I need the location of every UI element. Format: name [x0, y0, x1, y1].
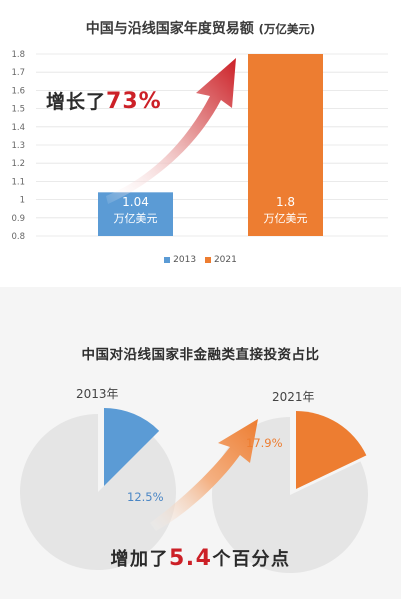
pie-slice-0: [104, 408, 160, 486]
trade-chart-title-text: 中国与沿线国家年度贸易额: [85, 21, 254, 37]
bar-unit-label: 万亿美元: [114, 212, 158, 225]
investment-chart-panel: 中国对沿线国家非金融类直接投资占比 2013年 2021年 12.5% 17.9…: [0, 287, 401, 599]
y-tick-label: 1.8: [11, 50, 25, 60]
growth-annotation: 增长了73%: [46, 87, 162, 114]
pie-charts: [20, 408, 368, 573]
increase-value: 5.4: [169, 546, 213, 571]
legend-label: 2013: [173, 255, 197, 265]
y-tick-label: 1.1: [11, 177, 25, 187]
bar-value-label: 1.8: [276, 195, 295, 209]
y-tick-label: 1: [20, 196, 25, 206]
pie-value-2021: 17.9%: [246, 436, 283, 450]
y-tick-label: 1.6: [11, 86, 25, 96]
y-tick-label: 0.8: [11, 232, 25, 242]
trade-chart-title: 中国与沿线国家年度贸易额 (万亿美元): [0, 18, 401, 38]
y-tick-label: 1.7: [11, 68, 25, 78]
growth-value: 73%: [106, 89, 162, 114]
pie-year-2013: 2013年: [76, 387, 119, 401]
bar-2021: [248, 54, 323, 236]
bar-value-label: 1.04: [122, 195, 149, 209]
legend-item-2021: 2021: [204, 255, 237, 265]
increase-prefix: 增加了: [110, 549, 169, 570]
chart-legend: 2013 2021: [0, 255, 401, 266]
y-tick-label: 1.3: [11, 141, 25, 151]
y-tick-label: 1.4: [11, 123, 25, 133]
bar-unit-label: 万亿美元: [264, 212, 308, 225]
pie-slice-1: [296, 411, 367, 489]
increase-suffix: 个百分点: [212, 549, 291, 570]
y-tick-label: 1.2: [11, 159, 25, 169]
y-tick-label: 1.5: [11, 105, 25, 115]
legend-item-2013: 2013: [164, 255, 196, 265]
legend-swatch-orange: [204, 257, 211, 263]
pie-value-2013: 12.5%: [127, 490, 164, 504]
y-tick-label: 0.9: [11, 214, 25, 224]
growth-arrow: [106, 58, 236, 204]
trade-chart-panel: 中国与沿线国家年度贸易额 (万亿美元) 0.8 0.9 1 1.1 1.2 1.3 1.4 1…: [0, 0, 401, 287]
increase-annotation: 增加了5.4个百分点: [0, 545, 401, 571]
trade-chart-title-unit: (万亿美元): [258, 22, 316, 36]
legend-swatch-blue: [164, 257, 171, 263]
legend-label: 2021: [213, 255, 237, 265]
pie-year-2021: 2021年: [272, 390, 315, 404]
investment-chart-title: 中国对沿线国家非金融类直接投资占比: [81, 347, 320, 363]
growth-prefix: 增长了: [46, 91, 107, 113]
increase-arrow: [150, 419, 258, 531]
bar-chart: 0.8 0.9 1 1.1 1.2 1.3 1.4 1.5 1.6 1.7 1.8 1.04 万亿美元 1…: [11, 50, 388, 242]
pie-remainder-0: [20, 414, 177, 570]
